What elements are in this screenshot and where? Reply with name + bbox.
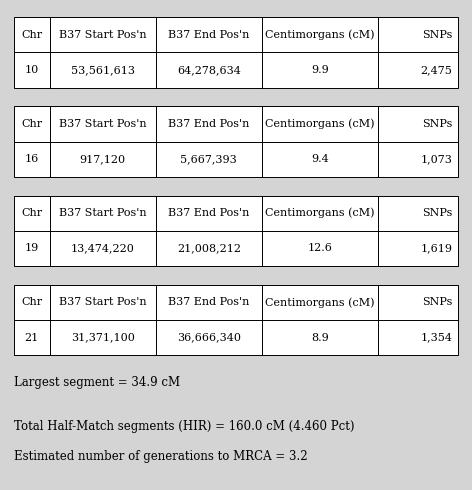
Text: SNPs: SNPs: [422, 119, 452, 129]
Text: 9.4: 9.4: [311, 154, 329, 164]
Text: B37 End Pos'n: B37 End Pos'n: [168, 208, 250, 218]
Text: 36,666,340: 36,666,340: [177, 333, 241, 343]
Text: 1,354: 1,354: [420, 333, 452, 343]
Text: 16: 16: [25, 154, 39, 164]
Text: Centimorgans (cM): Centimorgans (cM): [265, 208, 374, 219]
Text: B37 End Pos'n: B37 End Pos'n: [168, 119, 250, 129]
Text: 53,561,613: 53,561,613: [71, 65, 135, 75]
Text: B37 Start Pos'n: B37 Start Pos'n: [59, 119, 146, 129]
Text: Centimorgans (cM): Centimorgans (cM): [265, 297, 374, 308]
Bar: [14, 196, 458, 266]
Text: B37 Start Pos'n: B37 Start Pos'n: [59, 30, 146, 40]
Text: 19: 19: [25, 244, 39, 253]
Text: SNPs: SNPs: [422, 297, 452, 307]
Text: 21,008,212: 21,008,212: [177, 244, 241, 253]
Bar: [14, 17, 458, 88]
Text: 10: 10: [25, 65, 39, 75]
Text: Chr: Chr: [21, 208, 42, 218]
Text: 8.9: 8.9: [311, 333, 329, 343]
Text: 2,475: 2,475: [420, 65, 452, 75]
Bar: [14, 106, 458, 177]
Text: 1,073: 1,073: [420, 154, 452, 164]
Text: 64,278,634: 64,278,634: [177, 65, 241, 75]
Text: Centimorgans (cM): Centimorgans (cM): [265, 119, 374, 129]
Text: 12.6: 12.6: [307, 244, 332, 253]
Text: 21: 21: [25, 333, 39, 343]
Text: Total Half-Match segments (HIR) = 160.0 cM (4.460 Pct): Total Half-Match segments (HIR) = 160.0 …: [14, 420, 354, 434]
Text: 31,371,100: 31,371,100: [71, 333, 135, 343]
Text: SNPs: SNPs: [422, 30, 452, 40]
Text: B37 Start Pos'n: B37 Start Pos'n: [59, 208, 146, 218]
Text: B37 End Pos'n: B37 End Pos'n: [168, 30, 250, 40]
Text: 5,667,393: 5,667,393: [180, 154, 237, 164]
Text: Centimorgans (cM): Centimorgans (cM): [265, 29, 374, 40]
Text: B37 Start Pos'n: B37 Start Pos'n: [59, 297, 146, 307]
Text: B37 End Pos'n: B37 End Pos'n: [168, 297, 250, 307]
Text: Largest segment = 34.9 cM: Largest segment = 34.9 cM: [14, 376, 180, 390]
Text: SNPs: SNPs: [422, 208, 452, 218]
Text: Chr: Chr: [21, 119, 42, 129]
Text: Chr: Chr: [21, 30, 42, 40]
Bar: [14, 285, 458, 355]
Text: Chr: Chr: [21, 297, 42, 307]
Text: 1,619: 1,619: [420, 244, 452, 253]
Text: Estimated number of generations to MRCA = 3.2: Estimated number of generations to MRCA …: [14, 450, 308, 463]
Text: 13,474,220: 13,474,220: [71, 244, 135, 253]
Text: 9.9: 9.9: [311, 65, 329, 75]
Text: 917,120: 917,120: [80, 154, 126, 164]
